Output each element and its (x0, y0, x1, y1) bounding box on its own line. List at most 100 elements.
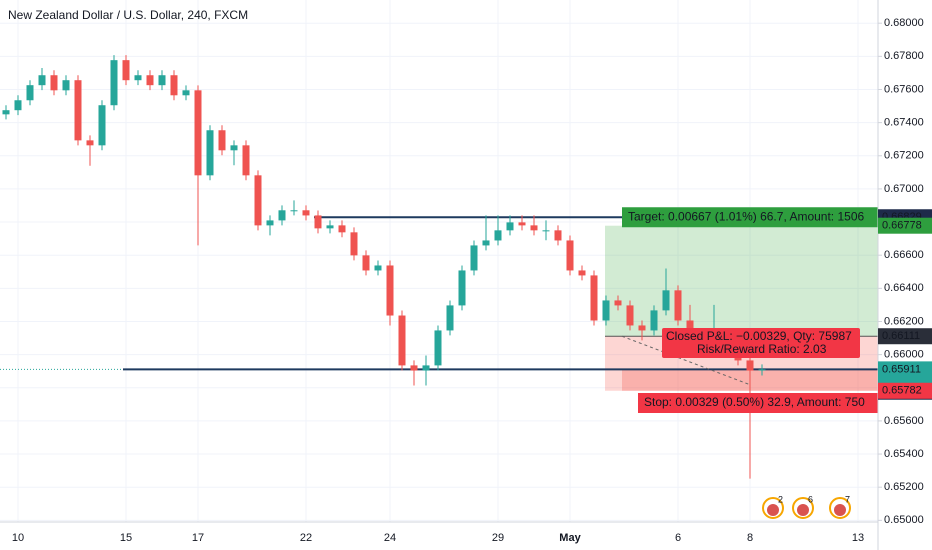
candle-body (626, 305, 634, 326)
candle-body (2, 110, 10, 115)
event-count: 6 (808, 494, 813, 504)
candle-body (674, 290, 682, 321)
candle-body (182, 90, 190, 96)
candle-body (206, 130, 214, 176)
candle-body (434, 330, 442, 366)
stop-label-bg (638, 393, 878, 413)
y-tick-label: 0.67200 (884, 150, 924, 162)
candle-body (362, 255, 370, 271)
candle-body (662, 290, 670, 311)
candle-body (302, 210, 310, 216)
candle-body (290, 210, 298, 212)
candle-body (518, 222, 526, 226)
event-flag (797, 504, 809, 516)
x-tick-label: 10 (12, 532, 24, 544)
event-flag (767, 504, 779, 516)
candle-body (158, 75, 166, 86)
candle-body (758, 369, 766, 371)
candle-body (314, 215, 322, 229)
candle-body (146, 75, 154, 86)
candle-body (458, 270, 466, 306)
candle-body (218, 130, 226, 151)
pnl-label: Closed P&L: −0.00329, Qty: 75987 (666, 329, 852, 343)
y-tick-label: 0.68000 (884, 17, 924, 29)
candle-body (338, 225, 346, 233)
y-tick-label: 0.65200 (884, 481, 924, 493)
event-count: 7 (845, 494, 850, 504)
candle-body (278, 210, 286, 221)
event-flag (834, 504, 846, 516)
y-tick-label: 0.67600 (884, 83, 924, 95)
x-tick-label: 24 (384, 532, 396, 544)
candle-body (350, 232, 358, 256)
y-tick-label: 0.65600 (884, 415, 924, 427)
x-tick-label: 13 (852, 532, 864, 544)
candle-body (326, 225, 334, 229)
target-label: Target: 0.00667 (1.01%) 66.7, Amount: 15… (628, 209, 864, 223)
candle-body (98, 105, 106, 146)
x-tick-label: 8 (747, 532, 753, 544)
rr-label: Risk/Reward Ratio: 2.03 (697, 342, 827, 356)
x-tick-label: 6 (675, 532, 681, 544)
price-label-bg (878, 382, 932, 399)
candle-body (86, 140, 94, 146)
stop-label: Stop: 0.00329 (0.50%) 32.9, Amount: 750 (644, 395, 865, 409)
candle-body (134, 75, 142, 81)
trade-line (621, 335, 751, 386)
candle-body (638, 325, 646, 331)
y-tick-label: 0.66200 (884, 315, 924, 327)
candle-body (26, 85, 34, 101)
candle-body (470, 245, 478, 271)
candle-body (578, 270, 586, 276)
y-tick-label: 0.66000 (884, 349, 924, 361)
candle-body (194, 90, 202, 176)
y-tick-label: 0.65000 (884, 514, 924, 526)
candle-body (50, 75, 58, 91)
x-tick-label: 15 (120, 532, 132, 544)
y-tick-label: 0.67400 (884, 117, 924, 129)
candle-body (482, 240, 490, 246)
candle-body (38, 75, 46, 86)
candle-body (230, 145, 238, 151)
price-label: 0.66111 (882, 330, 920, 342)
candle-body (14, 100, 22, 111)
candle-body (566, 240, 574, 271)
y-tick-label: 0.67000 (884, 183, 924, 195)
y-tick-label: 0.66600 (884, 249, 924, 261)
chart-title: New Zealand Dollar / U.S. Dollar, 240, F… (8, 8, 248, 22)
candle-body (254, 175, 262, 226)
candle-body (242, 145, 250, 176)
candle-body (554, 230, 562, 241)
y-tick-label: 0.66400 (884, 282, 924, 294)
price-label-bg (878, 217, 932, 234)
candle-body (62, 80, 70, 91)
price-label: 0.66778 (882, 220, 922, 232)
candle-body (374, 265, 382, 271)
candle-body (398, 315, 406, 366)
candle-body (74, 80, 82, 141)
candle-body (614, 300, 622, 306)
candle-body (422, 365, 430, 371)
candle-body (650, 310, 658, 331)
candle-body (602, 300, 610, 321)
candle-body (170, 75, 178, 96)
y-tick-label: 0.67800 (884, 50, 924, 62)
candle-body (530, 225, 538, 231)
price-label: 0.65911 (882, 363, 921, 375)
price-label: 0.65782 (882, 385, 922, 397)
target-label-bg (622, 207, 878, 228)
candle-body (410, 365, 418, 371)
x-tick-label: May (559, 532, 581, 544)
candle-body (494, 230, 502, 241)
event-count: 2 (778, 494, 783, 504)
candle-body (446, 305, 454, 331)
candle-body (266, 220, 274, 226)
pnl-label-bg (662, 328, 860, 358)
x-tick-label: 29 (492, 532, 504, 544)
price-label-bg (878, 328, 932, 345)
candle-body (506, 222, 514, 231)
candle-body (542, 230, 550, 232)
candle-body (746, 360, 754, 371)
